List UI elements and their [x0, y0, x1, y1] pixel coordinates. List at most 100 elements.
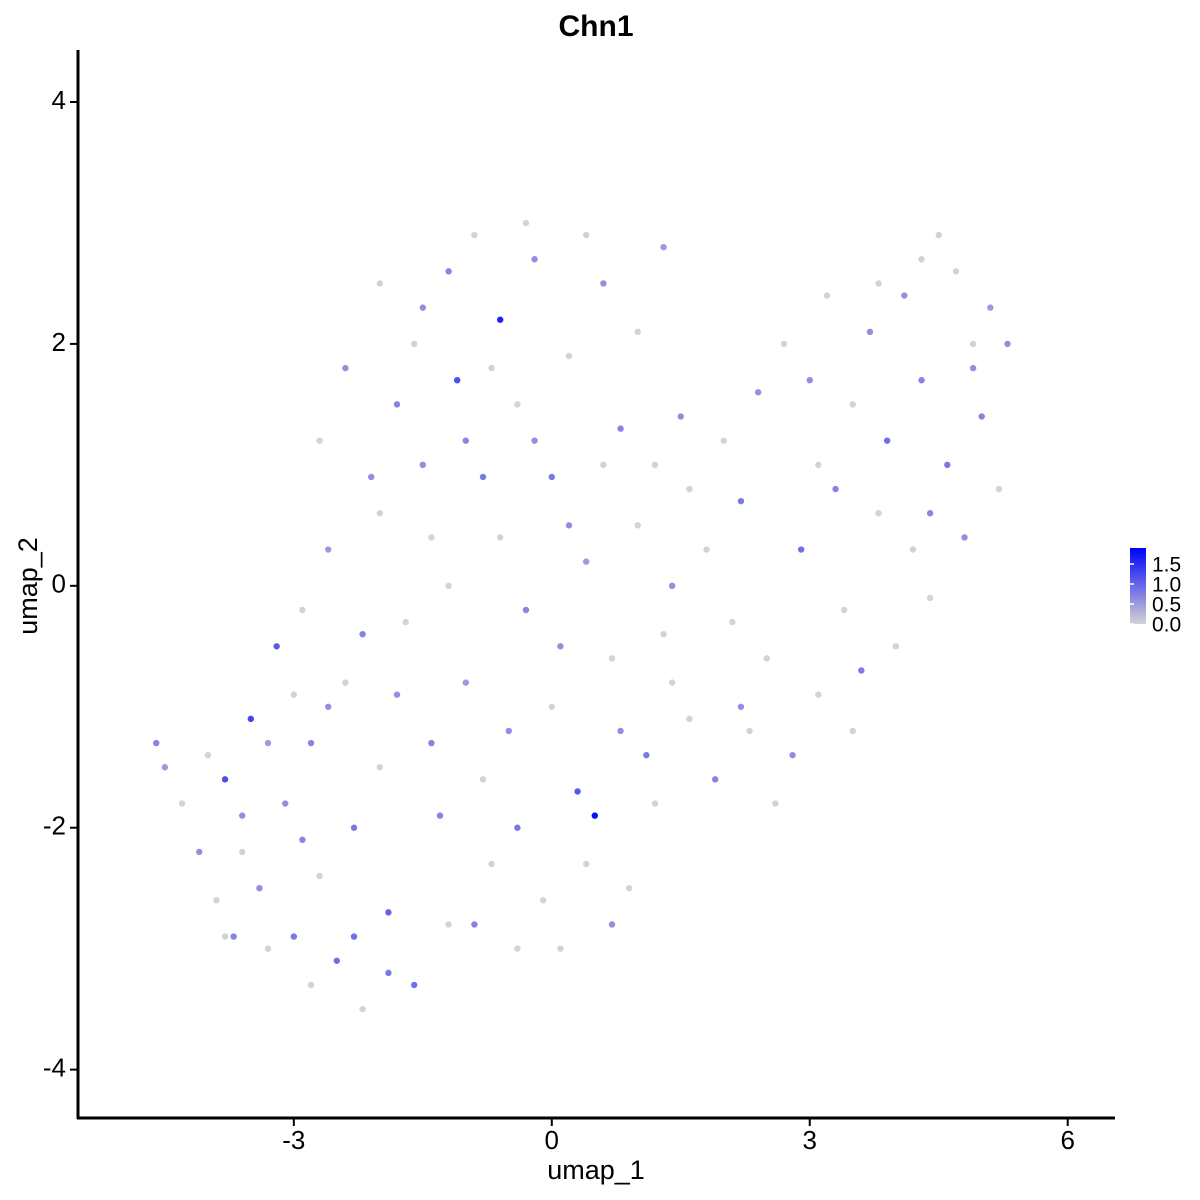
cell-point	[496, 534, 504, 541]
cell-point	[806, 376, 813, 384]
cell-point	[376, 280, 384, 287]
y-tick-label: 4	[52, 85, 66, 115]
cell-point	[290, 691, 298, 698]
points	[153, 219, 1011, 1013]
cell-point	[643, 751, 650, 759]
cell-point	[531, 437, 538, 444]
cell-point	[772, 800, 779, 807]
cell-point	[901, 292, 908, 299]
cell-point	[677, 413, 684, 420]
cell-point	[445, 921, 452, 928]
cell-point	[419, 304, 427, 311]
cell-point	[849, 727, 856, 735]
cell-point	[600, 280, 607, 287]
cell-point	[969, 340, 977, 348]
cell-point	[815, 691, 822, 698]
cell-point	[299, 606, 306, 614]
cell-point	[600, 461, 607, 469]
cell-point	[634, 522, 641, 529]
cell-point	[514, 824, 521, 831]
cell-point	[428, 739, 435, 747]
cell-point	[1004, 340, 1011, 348]
cell-point	[213, 897, 220, 904]
cell-point	[445, 268, 452, 275]
cell-point	[325, 703, 332, 710]
cell-point	[325, 546, 332, 553]
cell-point	[307, 981, 315, 989]
cell-point	[436, 812, 444, 819]
cell-point	[978, 413, 985, 420]
y-axis-title: umap_2	[13, 537, 43, 635]
cell-point	[763, 655, 770, 662]
cell-point	[522, 606, 530, 614]
cell-point	[505, 727, 512, 735]
cell-point	[720, 437, 727, 444]
cell-point	[961, 534, 968, 541]
cell-point	[746, 727, 753, 735]
cell-point	[273, 643, 280, 650]
x-axis-title: umap_1	[547, 1155, 645, 1185]
cell-point	[608, 921, 616, 928]
cell-point	[445, 582, 452, 590]
cell-point	[239, 812, 246, 819]
cell-point	[935, 231, 942, 239]
cell-point	[651, 461, 659, 469]
cell-point	[299, 836, 306, 844]
cell-point	[660, 630, 667, 638]
cell-point	[514, 945, 521, 952]
cell-point	[342, 679, 349, 686]
cell-point	[350, 824, 358, 831]
cell-point	[634, 328, 641, 336]
cell-point	[944, 461, 951, 469]
cell-point	[711, 776, 719, 783]
cell-point	[729, 618, 736, 626]
colorbar-tick-label: 0.0	[1152, 614, 1181, 637]
cell-point	[737, 703, 745, 710]
cell-point	[514, 401, 521, 408]
cell-point	[987, 304, 994, 311]
cell-point	[393, 401, 401, 408]
cell-point	[875, 280, 882, 287]
cell-point	[471, 921, 478, 928]
cell-point	[376, 764, 384, 771]
cell-point	[462, 437, 470, 444]
cell-point	[488, 860, 495, 868]
cell-point	[264, 739, 272, 747]
cell-point	[488, 364, 495, 372]
cell-point	[419, 461, 427, 469]
cell-point	[316, 872, 323, 880]
cell-point	[995, 485, 1003, 493]
cell-point	[531, 256, 538, 263]
y-tick-label: -2	[43, 811, 66, 841]
cell-point	[454, 376, 461, 384]
y-tick-label: 2	[52, 327, 66, 357]
cell-point	[342, 364, 349, 372]
cell-point	[823, 292, 831, 299]
cell-point	[479, 776, 487, 783]
cell-point	[204, 751, 212, 759]
cell-point	[866, 328, 874, 336]
cell-point	[668, 679, 676, 686]
cell-point	[178, 800, 186, 807]
cell-point	[316, 437, 323, 444]
cell-point	[918, 376, 925, 384]
cell-point	[686, 485, 693, 493]
cell-point	[539, 897, 547, 904]
x-tick-label: -3	[282, 1125, 305, 1155]
cell-point	[359, 1005, 366, 1013]
cell-point	[196, 848, 203, 856]
cell-point	[832, 485, 839, 493]
cell-point	[522, 219, 530, 227]
cell-point	[496, 316, 504, 323]
cell-point	[582, 860, 590, 868]
cell-point	[548, 703, 555, 710]
cell-point	[282, 800, 289, 807]
x-tick-label: 3	[803, 1125, 817, 1155]
cell-point	[926, 510, 934, 517]
cell-point	[651, 800, 659, 807]
cell-point	[608, 655, 616, 662]
cell-point	[625, 884, 633, 892]
cell-point	[789, 751, 796, 759]
cell-point	[565, 352, 573, 360]
